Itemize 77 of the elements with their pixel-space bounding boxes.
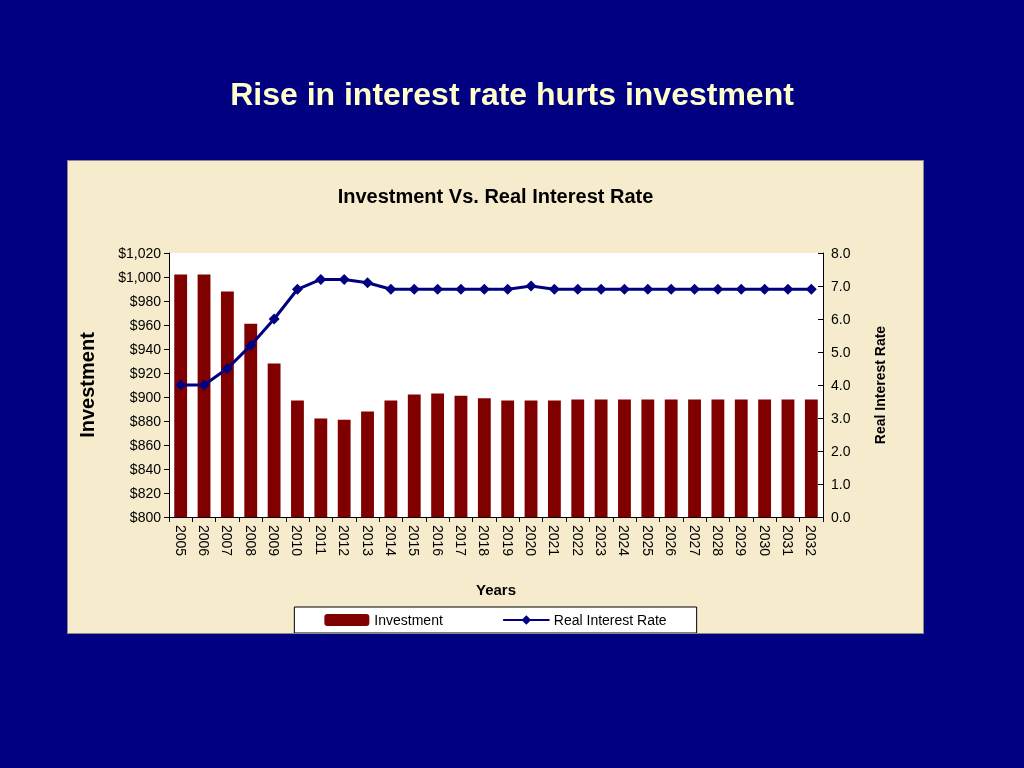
point (712, 283, 724, 295)
x-tick-label: 2010 (289, 525, 306, 557)
chart-title: Rise in interest rate hurts investment (229, 76, 795, 113)
y2-tick-label: 1.0 (831, 476, 851, 492)
y2-tick-label: 4.0 (831, 377, 851, 393)
x-tick-label: 2016 (429, 525, 446, 557)
point (291, 283, 303, 295)
point (455, 283, 467, 295)
x-tick-label: 2031 (779, 525, 796, 557)
x-tick-label: 2005 (172, 525, 189, 557)
x-tick-label: 2006 (196, 525, 213, 557)
y-tick-label: $920 (129, 365, 162, 381)
y2-tick-label: 7.0 (831, 278, 851, 294)
legend-label: Real Interest Rate (553, 612, 667, 628)
x-tick-label: 2024 (616, 525, 633, 557)
point (268, 313, 280, 325)
y-tick-label: $960 (129, 317, 162, 333)
x-tick-label: 2030 (756, 525, 773, 557)
point (221, 363, 233, 374)
x-tick-label: 2014 (382, 525, 399, 557)
y-tick-label: $940 (129, 341, 162, 357)
y2-tick-label: 5.0 (831, 344, 851, 360)
point (595, 283, 607, 295)
x-tick-label: 2025 (639, 525, 656, 557)
x-tick-label: 2029 (733, 525, 750, 557)
y2-tick-label: 2.0 (831, 443, 851, 459)
x-tick-label: 2007 (219, 525, 236, 557)
x-tick-label: 2012 (336, 525, 353, 557)
point (572, 283, 584, 295)
point (362, 277, 374, 289)
y-axis-title: Investment (76, 331, 98, 438)
x-axis-title: Years (475, 581, 517, 598)
x-tick-label: 2008 (242, 525, 259, 557)
legend-label: Investment (374, 612, 443, 628)
x-tick-label: 2022 (569, 525, 586, 557)
chart-subtitle: Investment Vs. Real Interest Rate (337, 185, 654, 207)
y-tick-label: $1,000 (118, 269, 162, 285)
x-tick-label: 2015 (406, 525, 423, 557)
point (805, 283, 817, 295)
x-tick-label: 2019 (499, 525, 516, 557)
y-tick-label: $840 (129, 461, 162, 477)
point (525, 280, 537, 292)
point (735, 283, 747, 295)
y-tick-label: $820 (129, 485, 162, 501)
x-tick-label: 2009 (266, 525, 283, 557)
y-tick-label: $880 (129, 413, 162, 429)
y-tick-label: $860 (129, 437, 162, 453)
x-tick-label: 2021 (546, 525, 563, 557)
point (665, 283, 677, 295)
y2-tick-label: 3.0 (831, 410, 851, 426)
y2-tick-label: 8.0 (831, 245, 851, 261)
y2-tick-label: 6.0 (831, 311, 851, 327)
y-tick-label: $800 (129, 509, 162, 525)
y-tick-label: $980 (129, 293, 162, 309)
x-tick-label: 2011 (312, 525, 329, 556)
x-tick-label: 2032 (803, 525, 820, 557)
x-tick-label: 2026 (663, 525, 680, 557)
x-tick-label: 2017 (452, 525, 469, 557)
point (478, 283, 490, 295)
x-tick-label: 2013 (359, 525, 376, 557)
point (502, 283, 514, 295)
point (408, 283, 420, 295)
point (548, 283, 560, 295)
point (642, 283, 654, 295)
x-tick-label: 2018 (476, 525, 493, 557)
point (385, 283, 397, 295)
x-tick-label: 2023 (593, 525, 610, 557)
y2-axis-title: Real Interest Rate (872, 325, 888, 445)
y-tick-label: $900 (129, 389, 162, 405)
x-tick-label: 2028 (709, 525, 726, 557)
point (782, 283, 794, 295)
point (245, 339, 257, 351)
x-tick-label: 2020 (523, 525, 540, 557)
x-tick-label: 2027 (686, 525, 703, 557)
point (198, 379, 210, 391)
y-tick-label: $1,020 (118, 245, 162, 261)
y2-tick-label: 0.0 (831, 509, 851, 525)
